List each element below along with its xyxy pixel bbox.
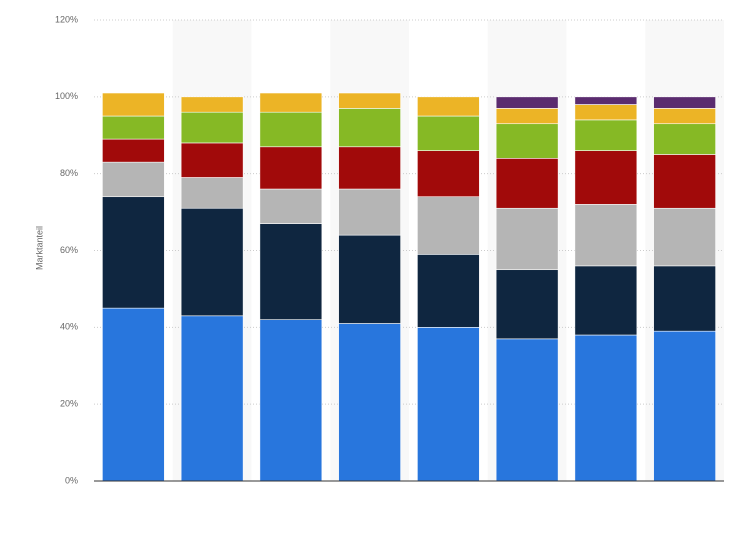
- bar-segment: [417, 96, 480, 117]
- bar-segment: [495, 108, 559, 125]
- bar-segment: [180, 207, 244, 317]
- bar-segment: [653, 207, 716, 267]
- bar-segment: [653, 154, 716, 209]
- bar-segment: [259, 92, 323, 113]
- bar-segment: [417, 115, 480, 151]
- bar-segment: [574, 96, 638, 105]
- bar-segment: [417, 254, 480, 328]
- bar-segment: [180, 96, 244, 113]
- bar-segment: [259, 188, 323, 224]
- bar-segment: [653, 265, 716, 332]
- bar-segment: [417, 327, 480, 482]
- bar-segment: [259, 111, 323, 148]
- bar-segment: [338, 92, 401, 109]
- bar-segment: [495, 207, 559, 271]
- bar-segment: [574, 119, 638, 151]
- bar-segment: [653, 96, 716, 109]
- y-axis-label: Marktanteil: [34, 226, 44, 270]
- bar-segment: [574, 334, 638, 482]
- bar-segment: [180, 111, 244, 144]
- bar-segment: [417, 150, 480, 198]
- bar-segment: [102, 307, 165, 482]
- bar-segment: [102, 138, 165, 163]
- bar-segment: [574, 150, 638, 205]
- y-tick-label: 80%: [60, 168, 78, 178]
- bar-segment: [653, 108, 716, 125]
- bar-segment: [259, 319, 323, 482]
- bar-segment: [495, 123, 559, 159]
- bar-segment: [102, 115, 165, 140]
- bar-segment: [102, 92, 165, 117]
- bar-segment: [495, 158, 559, 209]
- y-tick-label: 120%: [55, 14, 78, 24]
- bar-segment: [259, 146, 323, 190]
- bar-segment: [102, 196, 165, 309]
- bar-segment: [574, 265, 638, 336]
- y-tick-label: 20%: [60, 399, 78, 409]
- y-tick-label: 0%: [65, 475, 78, 485]
- bar-segment: [653, 123, 716, 155]
- y-tick-label: 40%: [60, 322, 78, 332]
- bar-segment: [495, 269, 559, 340]
- bar-segment: [180, 315, 244, 482]
- bar-segment: [417, 196, 480, 255]
- bar-segment: [259, 223, 323, 320]
- bar-segment: [338, 108, 401, 148]
- bar-segment: [338, 323, 401, 482]
- bar-segment: [338, 188, 401, 236]
- bar-segment: [102, 161, 165, 198]
- bar-segment: [574, 104, 638, 121]
- y-tick-label: 60%: [60, 245, 78, 255]
- bar-segment: [495, 96, 559, 109]
- bar-segment: [338, 146, 401, 190]
- bar-segment: [574, 204, 638, 267]
- bar-segment: [495, 338, 559, 482]
- bar-segment: [338, 234, 401, 324]
- bar-segment: [180, 177, 244, 209]
- y-tick-label: 100%: [55, 91, 78, 101]
- bar-segment: [180, 142, 244, 178]
- bar-segment: [653, 330, 716, 482]
